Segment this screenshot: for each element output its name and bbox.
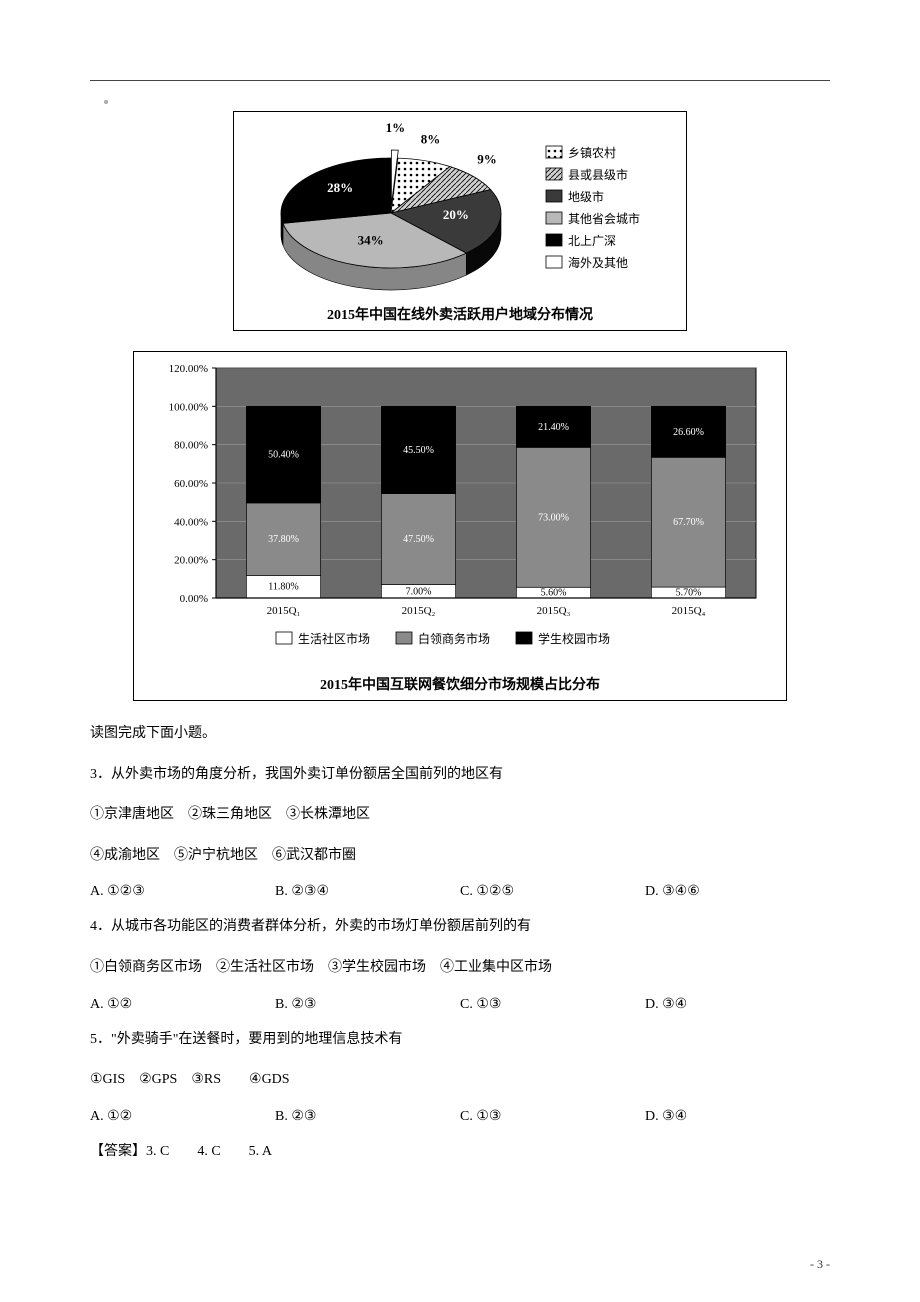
- svg-text:34%: 34%: [358, 232, 384, 247]
- svg-text:80.00%: 80.00%: [174, 440, 208, 452]
- svg-text:其他省会城市: 其他省会城市: [568, 211, 640, 226]
- svg-text:40.00%: 40.00%: [174, 516, 208, 528]
- q4-stem: 4．从城市各功能区的消费者群体分析，外卖的市场灯单份额居前列的有: [90, 914, 830, 941]
- svg-text:县或县级市: 县或县级市: [568, 167, 628, 182]
- q4-opt-c: C. ①③: [460, 996, 645, 1013]
- q3-options: A. ①②③ B. ②③④ C. ①②⑤ D. ③④⑥: [90, 883, 830, 900]
- page-number: - 3 -: [810, 1257, 830, 1272]
- q4-opt-a: A. ①②: [90, 996, 275, 1013]
- q5-opt-c: C. ①③: [460, 1108, 645, 1125]
- q3-items-1: ①京津唐地区 ②珠三角地区 ③长株潭地区: [90, 802, 830, 829]
- page: 1% 8% 9% 20% 34% 28% 乡镇农村县或县级市地级市其他省会城市北上广深海外及…: [0, 0, 920, 1302]
- bar-chart-container: 0.00% 20.00% 40.00% 60.00% 80.00% 100.00% 120.…: [133, 351, 787, 701]
- svg-text:60.00%: 60.00%: [174, 478, 208, 490]
- svg-text:生活社区市场: 生活社区市场: [298, 631, 370, 646]
- answer-line: 【答案】3. C 4. C 5. A: [90, 1139, 830, 1166]
- watermark-dot: [104, 100, 108, 104]
- svg-text:学生校园市场: 学生校园市场: [538, 631, 610, 646]
- svg-text:50.40%: 50.40%: [268, 450, 299, 461]
- svg-text:45.50%: 45.50%: [403, 445, 434, 456]
- q4-options: A. ①② B. ②③ C. ①③ D. ③④: [90, 996, 830, 1013]
- svg-text:乡镇农村: 乡镇农村: [568, 146, 616, 160]
- svg-text:地级市: 地级市: [568, 189, 604, 204]
- q3-opt-a: A. ①②③: [90, 883, 275, 900]
- svg-text:1%: 1%: [386, 120, 406, 135]
- svg-text:2015Q₂: 2015Q₂: [402, 605, 436, 617]
- q5-opt-a: A. ①②: [90, 1108, 275, 1125]
- svg-text:67.70%: 67.70%: [673, 517, 704, 528]
- svg-text:21.40%: 21.40%: [538, 422, 569, 433]
- pie-chart-title: 2015年中国在线外卖活跃用户地域分布情况: [240, 304, 680, 324]
- q3-items-2: ④成渝地区 ⑤沪宁杭地区 ⑥武汉都市圈: [90, 843, 830, 870]
- svg-text:2015Q₃: 2015Q₃: [537, 605, 571, 617]
- svg-text:37.80%: 37.80%: [268, 534, 299, 545]
- q4-opt-b: B. ②③: [275, 996, 460, 1013]
- svg-text:5.60%: 5.60%: [541, 588, 567, 599]
- svg-text:0.00%: 0.00%: [180, 593, 208, 605]
- svg-text:28%: 28%: [327, 180, 353, 195]
- q5-options: A. ①② B. ②③ C. ①③ D. ③④: [90, 1108, 830, 1125]
- svg-text:47.50%: 47.50%: [403, 534, 434, 545]
- svg-text:9%: 9%: [477, 151, 497, 166]
- svg-text:5.70%: 5.70%: [676, 588, 702, 599]
- bar-chart: 0.00% 20.00% 40.00% 60.00% 80.00% 100.00% 120.…: [146, 358, 774, 668]
- svg-text:20%: 20%: [443, 207, 469, 222]
- svg-text:120.00%: 120.00%: [169, 363, 208, 375]
- q5-items: ①GIS ②GPS ③RS ④GDS: [90, 1067, 830, 1094]
- svg-text:白领商务市场: 白领商务市场: [418, 631, 490, 646]
- svg-text:海外及其他: 海外及其他: [568, 255, 628, 270]
- svg-text:26.60%: 26.60%: [673, 427, 704, 438]
- intro-text: 读图完成下面小题。: [90, 721, 830, 748]
- svg-text:20.00%: 20.00%: [174, 555, 208, 567]
- q3-stem: 3．从外卖市场的角度分析，我国外卖订单份额居全国前列的地区有: [90, 762, 830, 789]
- q4-opt-d: D. ③④: [645, 996, 830, 1013]
- top-rule: [90, 80, 830, 81]
- q3-opt-d: D. ③④⑥: [645, 883, 830, 900]
- svg-text:73.00%: 73.00%: [538, 512, 569, 523]
- svg-text:北上广深: 北上广深: [568, 234, 616, 248]
- svg-text:11.80%: 11.80%: [268, 582, 298, 593]
- pie-chart: 1% 8% 9% 20% 34% 28% 乡镇农村县或县级市地级市其他省会城市北上广深海外及…: [246, 118, 674, 298]
- question-body: 读图完成下面小题。 3．从外卖市场的角度分析，我国外卖订单份额居全国前列的地区有…: [90, 721, 830, 1165]
- pie-chart-container: 1% 8% 9% 20% 34% 28% 乡镇农村县或县级市地级市其他省会城市北上广深海外及…: [233, 111, 687, 331]
- svg-text:100.00%: 100.00%: [169, 401, 208, 413]
- bar-chart-title: 2015年中国互联网餐饮细分市场规模占比分布: [140, 674, 780, 694]
- svg-text:2015Q₁: 2015Q₁: [267, 605, 301, 617]
- svg-text:7.00%: 7.00%: [406, 586, 432, 597]
- svg-text:8%: 8%: [421, 131, 441, 146]
- q3-opt-b: B. ②③④: [275, 883, 460, 900]
- svg-text:2015Q₄: 2015Q₄: [672, 605, 706, 617]
- q5-stem: 5．"外卖骑手"在送餐时，要用到的地理信息技术有: [90, 1027, 830, 1054]
- q3-opt-c: C. ①②⑤: [460, 883, 645, 900]
- q4-items: ①白领商务区市场 ②生活社区市场 ③学生校园市场 ④工业集中区市场: [90, 955, 830, 982]
- q5-opt-d: D. ③④: [645, 1108, 830, 1125]
- q5-opt-b: B. ②③: [275, 1108, 460, 1125]
